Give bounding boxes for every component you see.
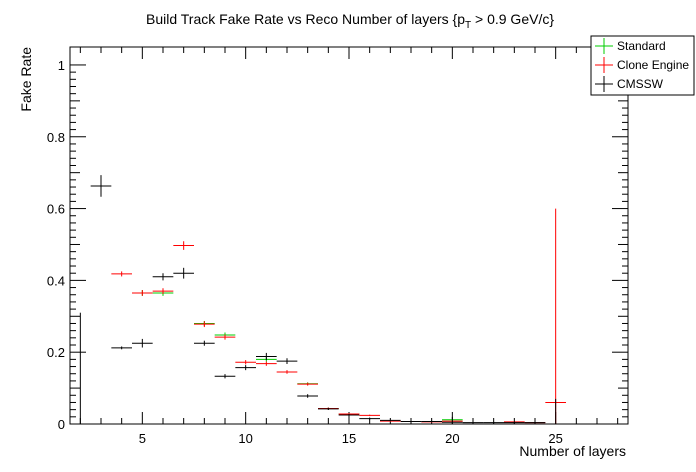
legend-label-cmssw: CMSSW (617, 77, 664, 91)
data-series (70, 175, 566, 425)
legend-label-standard: Standard (617, 39, 666, 53)
x-tick-label: 25 (548, 431, 562, 446)
y-tick-label: 0.4 (47, 273, 65, 288)
y-axis-label: Fake Rate (18, 47, 34, 112)
x-axis-label: Number of layers (519, 443, 626, 459)
y-tick-label: 1 (58, 58, 65, 73)
x-tick-label: 10 (238, 431, 252, 446)
x-tick-label: 20 (445, 431, 459, 446)
y-tick-label: 0.2 (47, 345, 65, 360)
series-cmssw (70, 175, 566, 425)
chart-title-suffix: > 0.9 GeV/c} (471, 11, 554, 27)
y-tick-label: 0.6 (47, 202, 65, 217)
legend: Standard Clone Engine CMSSW (590, 35, 695, 96)
y-tick-label: 0.8 (47, 130, 65, 145)
chart-title-main: Build Track Fake Rate vs Reco Number of … (146, 11, 465, 27)
chart-title-subscript: T (465, 20, 471, 31)
chart-title: Build Track Fake Rate vs Reco Number of … (146, 11, 554, 31)
tick-labels: 5 10 15 20 25 0 0.2 0.4 0.6 0.8 1 (47, 58, 563, 446)
axis-ticks (70, 47, 628, 425)
series-clone-engine (111, 208, 566, 424)
legend-label-clone-engine: Clone Engine (617, 58, 689, 72)
y-tick-label: 0 (58, 417, 65, 432)
x-tick-label: 5 (139, 431, 146, 446)
series-standard (132, 290, 463, 421)
x-tick-label: 15 (342, 431, 356, 446)
plot-frame (69, 46, 629, 425)
